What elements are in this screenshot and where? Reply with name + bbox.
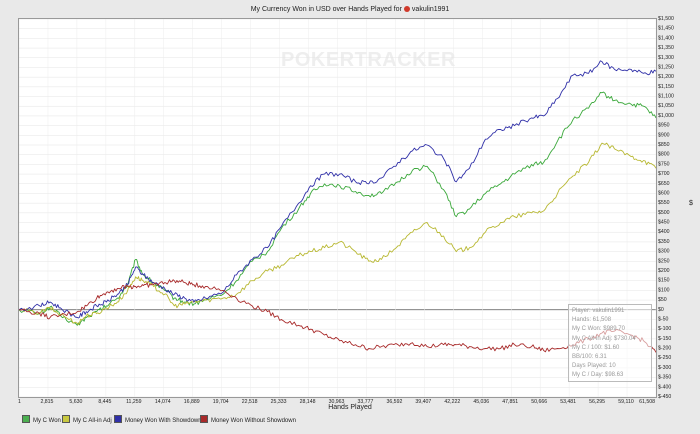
y-tick-label: $300 bbox=[658, 249, 670, 255]
legend-swatch bbox=[22, 415, 30, 423]
y-tick-label: $0 bbox=[658, 307, 664, 313]
series-money-won-with-showdown bbox=[19, 60, 656, 319]
y-tick-label: $100 bbox=[658, 287, 670, 293]
y-tick-label: $700 bbox=[658, 171, 670, 177]
legend-label: My C All-in Adj bbox=[73, 418, 112, 424]
legend-swatch bbox=[200, 415, 208, 423]
y-tick-label: $750 bbox=[658, 161, 670, 167]
y-tick-label: $50 bbox=[658, 297, 667, 303]
legend-swatch bbox=[114, 415, 122, 423]
watermark-part2: TRACKER bbox=[354, 49, 456, 71]
stat-all-in-adj: My C All-in Adj: $730.04 bbox=[572, 335, 636, 342]
legend-item-my-c-won[interactable]: My C Won bbox=[22, 415, 61, 424]
stats-infobox: Player: vakulin1991 Hands: 61,508 My C W… bbox=[568, 304, 652, 382]
y-tick-label: $-450 bbox=[658, 394, 671, 400]
flag-icon bbox=[403, 6, 410, 12]
y-tick-label: $-400 bbox=[658, 384, 671, 390]
stat-per-100: My C / 100: $1.60 bbox=[572, 344, 620, 351]
y-tick-label: $1,400 bbox=[658, 35, 674, 41]
y-tick-label: $-250 bbox=[658, 355, 671, 361]
stat-hands: Hands: 61,508 bbox=[572, 317, 612, 324]
plot-area: POKERTRACKER bbox=[18, 18, 657, 398]
legend-label: Money Won Without Showdown bbox=[211, 418, 296, 424]
y-tick-label: $1,500 bbox=[658, 16, 674, 22]
y-tick-label: $650 bbox=[658, 181, 670, 187]
legend: My C Won My C All-in Adj Money Won With … bbox=[18, 414, 318, 426]
y-tick-label: $200 bbox=[658, 268, 670, 274]
stat-player: Player: vakulin1991 bbox=[572, 308, 625, 314]
series-line bbox=[19, 279, 656, 353]
series-my-c-won bbox=[19, 91, 656, 326]
stat-days: Days Played: 10 bbox=[572, 363, 616, 370]
y-tick-label: $1,050 bbox=[658, 103, 674, 109]
stat-per-day: My C / Day: $98.63 bbox=[572, 372, 624, 379]
series-line bbox=[19, 60, 656, 319]
player-name: vakulin1991 bbox=[411, 6, 450, 13]
y-tick-label: $600 bbox=[658, 190, 670, 196]
y-tick-label: $1,100 bbox=[658, 94, 674, 100]
legend-label: My C Won bbox=[33, 418, 61, 424]
y-tick-label: $550 bbox=[658, 200, 670, 206]
y-tick-label: $450 bbox=[658, 220, 670, 226]
series-money-won-without-showdown bbox=[19, 279, 656, 353]
legend-swatch bbox=[62, 415, 70, 423]
x-axis-title: Hands Played bbox=[328, 404, 372, 411]
series-my-c-all-in-adj bbox=[19, 142, 656, 326]
y-tick-label: $500 bbox=[658, 210, 670, 216]
y-tick-label: $-50 bbox=[658, 316, 668, 322]
y-tick-label: $1,450 bbox=[658, 26, 674, 32]
y-tick-label: $1,000 bbox=[658, 113, 674, 119]
legend-label: Money Won With Showdown bbox=[125, 418, 202, 424]
y-axis-unit: $ bbox=[689, 200, 693, 207]
legend-item-without-showdown[interactable]: Money Won Without Showdown bbox=[200, 415, 296, 424]
y-tick-label: $1,350 bbox=[658, 45, 674, 51]
chart-title: My Currency Won in USD over Hands Played… bbox=[0, 6, 700, 13]
y-tick-label: $950 bbox=[658, 123, 670, 129]
y-tick-label: $800 bbox=[658, 152, 670, 158]
y-tick-label: $250 bbox=[658, 258, 670, 264]
y-tick-label: $400 bbox=[658, 229, 670, 235]
y-tick-label: $1,300 bbox=[658, 55, 674, 61]
legend-item-all-in-adj[interactable]: My C All-in Adj bbox=[62, 415, 112, 424]
y-tick-label: $-200 bbox=[658, 346, 671, 352]
y-tick-label: $-150 bbox=[658, 336, 671, 342]
y-tick-label: $850 bbox=[658, 142, 670, 148]
series-line bbox=[19, 91, 656, 326]
stat-won: My C Won: $989.70 bbox=[572, 326, 625, 333]
y-tick-label: $150 bbox=[658, 278, 670, 284]
y-tick-label: $-300 bbox=[658, 365, 671, 371]
y-tick-label: $1,150 bbox=[658, 84, 674, 90]
legend-item-with-showdown[interactable]: Money Won With Showdown bbox=[114, 415, 202, 424]
y-tick-label: $1,250 bbox=[658, 64, 674, 70]
y-tick-label: $900 bbox=[658, 132, 670, 138]
y-tick-label: $-350 bbox=[658, 375, 671, 381]
y-tick-label: $1,200 bbox=[658, 74, 674, 80]
pokertracker-watermark: POKERTRACKER bbox=[281, 49, 456, 72]
watermark-part1: POKER bbox=[281, 49, 355, 71]
chart-title-text: My Currency Won in USD over Hands Played… bbox=[250, 6, 402, 13]
stat-bb-per-100: BB/100: 6.31 bbox=[572, 354, 607, 361]
series-line bbox=[19, 142, 656, 326]
y-tick-label: $-100 bbox=[658, 326, 671, 332]
chart-svg bbox=[19, 19, 656, 397]
y-tick-label: $350 bbox=[658, 239, 670, 245]
